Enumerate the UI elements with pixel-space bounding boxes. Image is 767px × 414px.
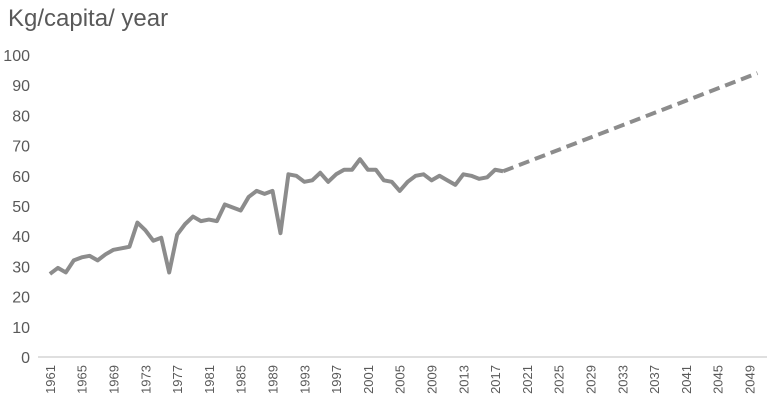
x-tick-label: 2049 bbox=[743, 365, 758, 394]
x-tick-label: 2013 bbox=[456, 365, 471, 394]
y-tick-label: 30 bbox=[12, 259, 30, 276]
x-tick-label: 2029 bbox=[584, 365, 599, 394]
y-tick-label: 80 bbox=[12, 108, 30, 125]
x-tick-label: 1997 bbox=[329, 365, 344, 394]
x-tick-label: 2037 bbox=[647, 365, 662, 394]
x-tick-label: 1985 bbox=[234, 365, 249, 394]
y-tick-label: 10 bbox=[12, 320, 30, 337]
y-tick-label: 90 bbox=[12, 78, 30, 95]
x-tick-label: 2005 bbox=[393, 365, 408, 394]
chart-title: Kg/capita/ year bbox=[8, 5, 168, 32]
x-tick-label: 2033 bbox=[615, 365, 630, 394]
x-tick-label: 1969 bbox=[107, 365, 122, 394]
line-series bbox=[48, 157, 504, 276]
x-tick-label: 1973 bbox=[138, 365, 153, 394]
y-tick-label: 0 bbox=[21, 350, 30, 367]
line-series bbox=[502, 71, 759, 174]
x-tick-label: 2021 bbox=[520, 365, 535, 394]
y-tick-label: 20 bbox=[12, 290, 30, 307]
x-tick-label: 1981 bbox=[202, 365, 217, 394]
x-tick-label: 1993 bbox=[297, 365, 312, 394]
x-tick-label: 1965 bbox=[75, 365, 90, 394]
x-tick-label: 2025 bbox=[552, 365, 567, 394]
x-tick-label: 2001 bbox=[361, 365, 376, 394]
y-tick-label: 40 bbox=[12, 229, 30, 246]
x-tick-label: 2009 bbox=[425, 365, 440, 394]
x-tick-label: 2017 bbox=[488, 365, 503, 394]
x-tick-label: 1961 bbox=[43, 365, 58, 394]
x-tick-label: 2041 bbox=[679, 365, 694, 394]
x-tick-label: 2045 bbox=[711, 365, 726, 394]
x-tick-label: 1989 bbox=[266, 365, 281, 394]
x-tick-label: 1977 bbox=[170, 365, 185, 394]
y-tick-label: 60 bbox=[12, 169, 30, 186]
y-tick-label: 100 bbox=[3, 48, 30, 65]
y-tick-label: 70 bbox=[12, 139, 30, 156]
y-tick-label: 50 bbox=[12, 199, 30, 216]
